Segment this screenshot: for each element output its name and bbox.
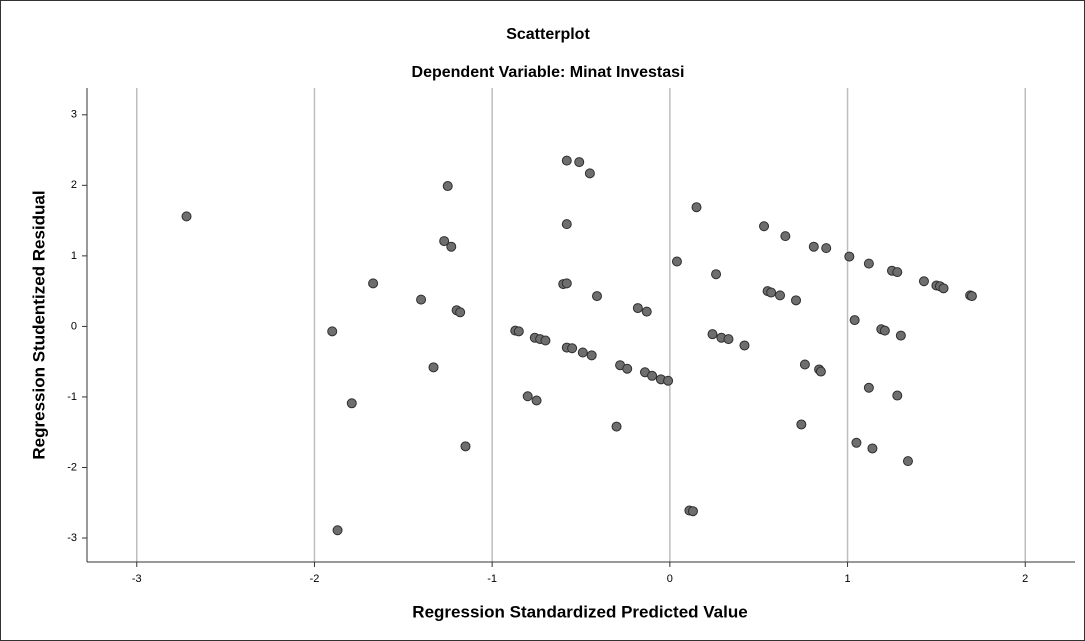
point	[707, 329, 718, 340]
point	[892, 267, 903, 278]
point	[966, 291, 977, 302]
chart-subtitle: Dependent Variable: Minat Investasi	[412, 64, 685, 81]
point	[863, 382, 874, 393]
point	[632, 303, 643, 314]
point	[938, 283, 949, 294]
point	[647, 370, 658, 381]
point	[691, 202, 702, 213]
point	[863, 258, 874, 269]
point	[892, 390, 903, 401]
y-tick-label: -1	[67, 391, 77, 403]
point	[561, 278, 572, 289]
point	[531, 395, 542, 406]
point	[815, 366, 826, 377]
x-tick-label: -1	[487, 573, 497, 585]
y-tick-label: 0	[71, 320, 77, 332]
point	[775, 290, 786, 301]
y-tick-label: -3	[67, 532, 77, 544]
x-tick-label: 0	[667, 573, 673, 585]
point	[723, 334, 734, 345]
point	[416, 294, 427, 305]
x-tick-label: 1	[844, 573, 850, 585]
x-tick-label: -3	[132, 573, 142, 585]
point	[584, 168, 595, 179]
point	[574, 157, 585, 168]
point	[442, 181, 453, 192]
point	[879, 325, 890, 336]
chart-title: Scatterplot	[506, 26, 590, 43]
point	[446, 241, 457, 252]
point	[577, 347, 588, 358]
point	[611, 421, 622, 432]
y-axis-title: Regression Studentized Residual	[29, 190, 48, 459]
point	[439, 236, 450, 247]
point	[799, 359, 810, 370]
point	[867, 443, 878, 454]
point	[739, 340, 750, 351]
point	[522, 391, 533, 402]
y-tick-label: 3	[71, 109, 77, 121]
point	[918, 276, 929, 287]
point	[791, 295, 802, 306]
point	[332, 525, 343, 536]
point	[591, 291, 602, 302]
point	[808, 241, 819, 252]
x-tick-label: -2	[310, 573, 320, 585]
point	[460, 441, 471, 452]
point	[766, 287, 777, 298]
point	[622, 363, 633, 374]
point	[759, 221, 770, 232]
point	[711, 269, 722, 280]
x-axis-title: Regression Standardized Predicted Value	[412, 602, 747, 621]
point	[851, 437, 862, 448]
point	[844, 251, 855, 262]
y-tick-label: 2	[71, 179, 77, 191]
point	[540, 335, 551, 346]
point	[368, 278, 379, 289]
point	[902, 456, 913, 467]
point	[821, 243, 832, 254]
point	[780, 231, 791, 242]
point	[687, 506, 698, 517]
point	[561, 219, 572, 230]
point	[346, 398, 357, 409]
point	[567, 343, 578, 354]
point	[561, 155, 572, 166]
point	[663, 375, 674, 386]
point	[455, 307, 466, 318]
point	[671, 256, 682, 267]
point	[181, 211, 192, 222]
y-tick-label: 1	[71, 250, 77, 262]
x-tick-label: 2	[1022, 573, 1028, 585]
point	[895, 330, 906, 341]
point	[513, 326, 524, 337]
point	[428, 362, 439, 373]
point	[849, 315, 860, 326]
y-tick-label: -2	[67, 461, 77, 473]
point	[796, 419, 807, 430]
point	[641, 306, 652, 317]
point	[327, 326, 338, 337]
point	[586, 350, 597, 361]
